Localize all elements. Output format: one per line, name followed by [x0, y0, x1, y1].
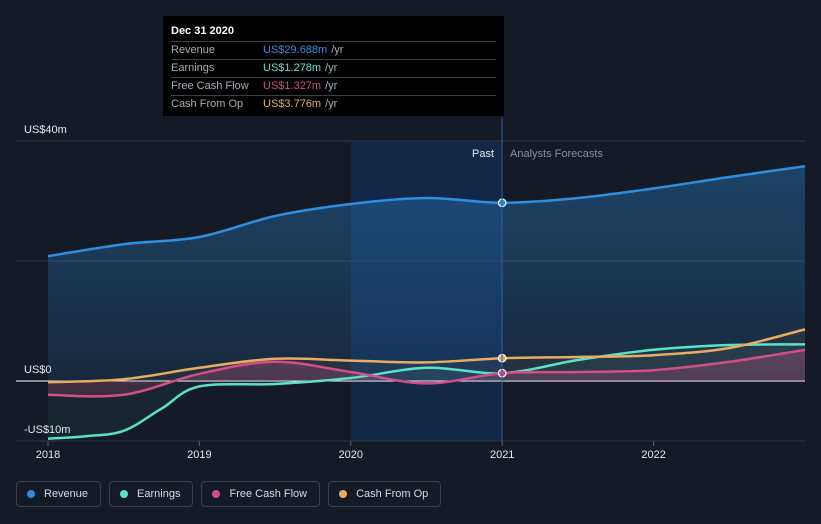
free-cash-flow-line: [47, 348, 806, 398]
data-tooltip: Dec 31 2020 Revenue US$29.688m /yr Earni…: [163, 16, 504, 116]
legend-label: Cash From Op: [356, 488, 429, 500]
past-label: Past: [472, 148, 494, 160]
tooltip-row-earnings: Earnings US$1.278m /yr: [171, 59, 496, 77]
forecast-label: Analysts Forecasts: [510, 148, 603, 160]
tooltip-unit: /yr: [325, 98, 338, 110]
legend-item-free-cash-flow[interactable]: Free Cash Flow: [201, 481, 321, 507]
x-tick-label: 2021: [490, 449, 514, 461]
tooltip-date: Dec 31 2020: [171, 25, 234, 37]
tooltip-label: Cash From Op: [171, 98, 244, 110]
legend-dot-icon: [120, 490, 129, 498]
tooltip-unit: /yr: [325, 62, 338, 74]
x-tick-label: 2018: [36, 449, 60, 461]
legend-dot-icon: [339, 490, 348, 498]
legend-dot-icon: [27, 490, 35, 498]
earnings-line: [47, 343, 806, 440]
chart-legend: Revenue Earnings Free Cash Flow Cash Fro…: [16, 481, 442, 507]
tooltip-unit: /yr: [325, 80, 338, 92]
tooltip-unit: /yr: [331, 44, 344, 56]
tooltip-value-revenue: US$29.688m: [263, 44, 328, 56]
cash-from-op-area: [48, 329, 805, 383]
revenue-area: [48, 166, 805, 381]
x-tick-label: 2020: [339, 449, 363, 461]
earnings-area: [48, 344, 805, 439]
tooltip-row-free-cash-flow: Free Cash Flow US$1.327m /yr: [171, 77, 496, 95]
tooltip-label: Earnings: [171, 62, 215, 74]
x-axis-ticks: 2018 2019 2020 2021 2022: [36, 441, 666, 461]
x-tick-label: 2019: [187, 449, 211, 461]
tooltip-value-cash-from-op: US$3.776m: [263, 98, 322, 110]
tooltip-row-cash-from-op: Cash From Op US$3.776m /yr: [171, 95, 496, 113]
cash-from-op-line: [47, 328, 806, 384]
free-cash-flow-area: [48, 349, 805, 397]
y-tick-label-bottom: -US$10m: [24, 424, 70, 436]
legend-label: Revenue: [44, 488, 89, 500]
legend-item-cash-from-op[interactable]: Cash From Op: [328, 481, 442, 507]
y-tick-label-top: US$40m: [24, 124, 67, 136]
tooltip-label: Revenue: [171, 44, 216, 56]
revenue-line: [47, 164, 806, 258]
x-tick-label: 2022: [641, 449, 665, 461]
legend-label: Earnings: [137, 488, 181, 500]
tooltip-value-free-cash-flow: US$1.327m: [263, 80, 322, 92]
series-lines: [47, 164, 806, 440]
legend-item-earnings[interactable]: Earnings: [109, 481, 194, 507]
legend-item-revenue[interactable]: Revenue: [16, 481, 102, 507]
legend-label: Free Cash Flow: [229, 488, 308, 500]
tooltip-label: Free Cash Flow: [171, 80, 249, 92]
tooltip-value-earnings: US$1.278m: [263, 62, 322, 74]
y-tick-label-zero: US$0: [24, 364, 52, 376]
legend-dot-icon: [212, 490, 221, 498]
area-layer: [48, 166, 805, 439]
tooltip-row-revenue: Revenue US$29.688m /yr: [171, 41, 496, 59]
